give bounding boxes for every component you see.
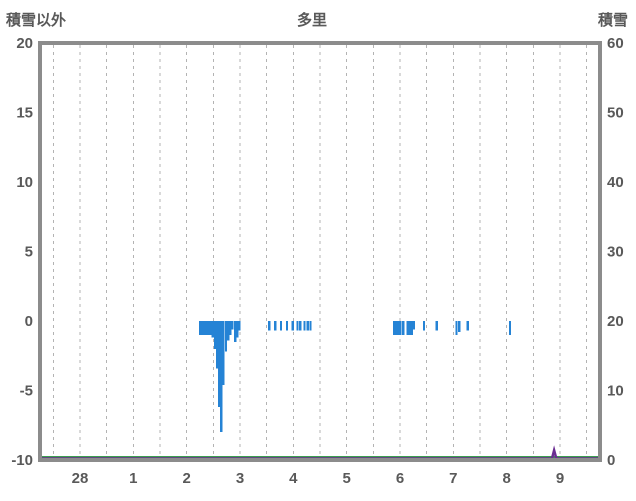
precipitation-bar — [285, 321, 288, 331]
precipitation-bar — [238, 321, 241, 331]
precipitation-bar — [231, 321, 234, 330]
precipitation-bar — [395, 321, 398, 335]
precipitation-bar — [280, 321, 283, 331]
right-axis-tick-label: 0 — [607, 452, 615, 469]
precipitation-bar — [435, 321, 438, 331]
precipitation-bar — [406, 321, 409, 335]
precipitation-bar — [205, 321, 208, 335]
left-axis-tick-label: 20 — [16, 35, 33, 52]
precipitation-bar — [303, 321, 306, 331]
precipitation-bar — [455, 321, 458, 335]
precipitation-bar — [458, 321, 461, 333]
left-axis-tick-label: -10 — [11, 452, 33, 469]
precipitation-bar — [220, 321, 223, 433]
left-axis-tick-label: 5 — [25, 244, 33, 261]
precipitation-bar — [306, 321, 309, 331]
left-axis-tick-labels: 20 15 10 5 0 -5 -10 — [11, 35, 33, 469]
precipitation-bar — [227, 321, 230, 341]
x-axis-tick-label: 7 — [449, 470, 457, 487]
x-axis-tick-label: 2 — [183, 470, 191, 487]
right-axis-tick-label: 40 — [607, 174, 624, 191]
precipitation-bar — [291, 321, 294, 331]
x-axis-tick-label: 9 — [556, 470, 564, 487]
right-axis-tick-label: 20 — [607, 313, 624, 330]
precipitation-bar — [198, 321, 202, 335]
left-axis-tick-label: -5 — [20, 383, 33, 400]
precipitation-bar — [408, 321, 411, 335]
chart-title: 多里 — [297, 11, 327, 29]
precipitation-bar — [268, 321, 271, 331]
x-axis-tick-label: 8 — [503, 470, 511, 487]
precipitation-bar — [399, 321, 402, 335]
precipitation-bar — [218, 321, 221, 408]
x-axis-tick-labels: 28 1 2 3 4 5 6 7 8 9 — [72, 470, 565, 487]
plot-border — [38, 41, 602, 462]
precipitation-bar — [236, 321, 239, 338]
left-axis-tick-label: 10 — [16, 174, 33, 191]
precipitation-bar — [203, 321, 206, 335]
precipitation-bar — [274, 321, 277, 331]
left-axis-tick-label: 15 — [16, 105, 33, 122]
x-axis-tick-label: 6 — [396, 470, 404, 487]
right-axis-tick-label: 60 — [607, 35, 624, 52]
x-axis-tick-label: 1 — [129, 470, 137, 487]
precipitation-bar — [466, 321, 469, 331]
precipitation-bar — [309, 321, 312, 331]
precipitation-bar — [201, 321, 204, 335]
right-axis-tick-labels: 60 50 40 30 20 10 0 — [607, 35, 624, 469]
precipitation-bar — [229, 321, 232, 335]
x-axis-tick-label: 3 — [236, 470, 244, 487]
precipitation-bar — [209, 321, 212, 335]
precipitation-bars — [198, 321, 511, 433]
precipitation-bar — [508, 321, 511, 335]
precipitation-bar — [234, 321, 237, 342]
precipitation-bar — [216, 321, 219, 369]
left-axis-tick-label: 0 — [25, 313, 33, 330]
gridlines — [52, 45, 588, 458]
right-axis-tick-label: 10 — [607, 383, 624, 400]
precipitation-bar — [402, 321, 405, 335]
x-axis-tick-label: 28 — [72, 470, 89, 487]
left-axis-title: 積雪以外 — [5, 11, 66, 29]
precipitation-bar — [422, 321, 426, 331]
precipitation-bar — [296, 321, 299, 331]
x-axis-tick-label: 4 — [289, 470, 298, 487]
precipitation-bar — [207, 321, 210, 335]
right-axis-tick-label: 50 — [607, 105, 624, 122]
precipitation-bar — [211, 321, 214, 338]
precipitation-bar — [397, 321, 400, 335]
precipitation-bar — [299, 321, 302, 331]
precipitation-bar — [410, 321, 413, 335]
precipitation-bar — [225, 321, 228, 352]
x-axis-tick-label: 5 — [343, 470, 351, 487]
right-axis-title: 積雪 — [597, 11, 628, 29]
precipitation-bar — [222, 321, 225, 385]
precipitation-bar — [393, 321, 396, 335]
right-axis-tick-label: 30 — [607, 244, 624, 261]
precipitation-bar — [213, 321, 216, 349]
precipitation-bar — [412, 321, 415, 330]
